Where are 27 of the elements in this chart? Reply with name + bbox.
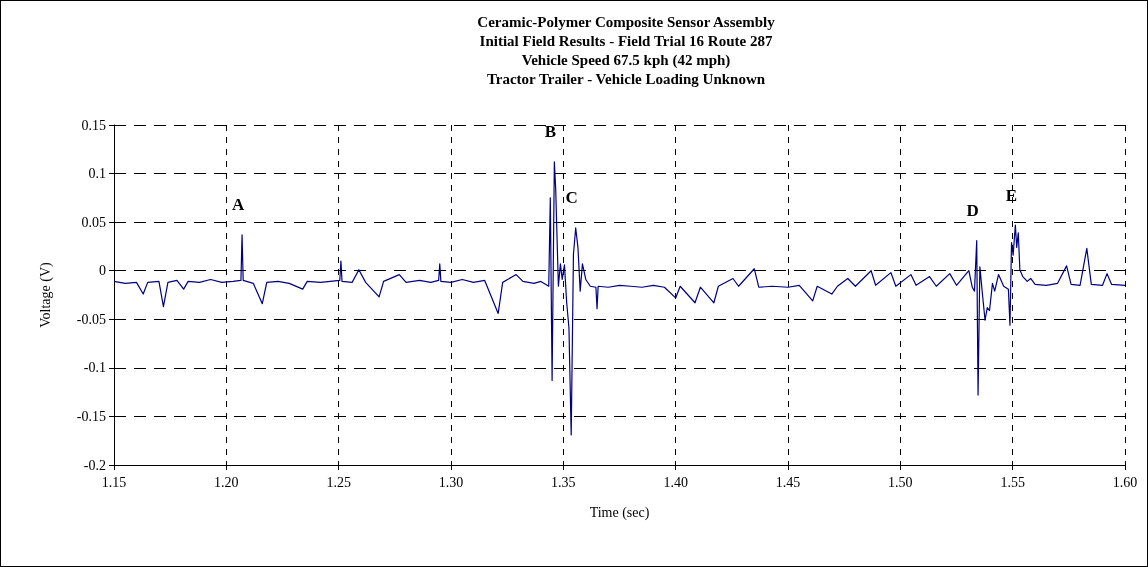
x-tick-label: 1.25 xyxy=(326,474,351,490)
annotation: A xyxy=(231,195,245,215)
x-axis-title: Time (sec) xyxy=(589,504,650,521)
x-tick-label: 1.45 xyxy=(775,474,801,490)
annotation: D xyxy=(966,201,979,221)
y-tick-label: 0.05 xyxy=(81,214,106,230)
x-tick-label: 1.55 xyxy=(1000,474,1025,490)
annotation: C xyxy=(565,188,578,208)
line-series xyxy=(113,161,1126,436)
x-tick-label: 1.50 xyxy=(888,474,913,490)
chart-title: Ceramic-Polymer Composite Sensor Assembly Initial Field Results - Field Trial 16 Route 287 Vehicle Speed 67.5 kph (42 mph) Tractor Trailer - Vehicle Loading Unknown xyxy=(477,13,776,87)
y-tick-label: -0.15 xyxy=(76,408,106,424)
x-tick-label: 1.60 xyxy=(1112,474,1138,490)
y-tick-label: 0 xyxy=(99,263,106,279)
y-tick-label: 0.15 xyxy=(81,117,106,133)
x-tick-label: 1.35 xyxy=(551,474,576,490)
x-tick-label: 1.30 xyxy=(438,474,464,490)
y-tick-label: -0.05 xyxy=(76,311,106,327)
y-tick-label: -0.1 xyxy=(83,360,106,376)
y-tick-label: 0.1 xyxy=(88,166,106,182)
annotation: B xyxy=(544,122,557,142)
x-tick-label: 1.40 xyxy=(663,474,688,490)
annotation: E xyxy=(1005,185,1018,205)
x-tick-label: 1.15 xyxy=(101,474,127,490)
y-tick-label: -0.2 xyxy=(83,457,106,473)
y-axis-title: Voltage (V) xyxy=(37,261,54,328)
x-tick-label: 1.20 xyxy=(214,474,239,490)
